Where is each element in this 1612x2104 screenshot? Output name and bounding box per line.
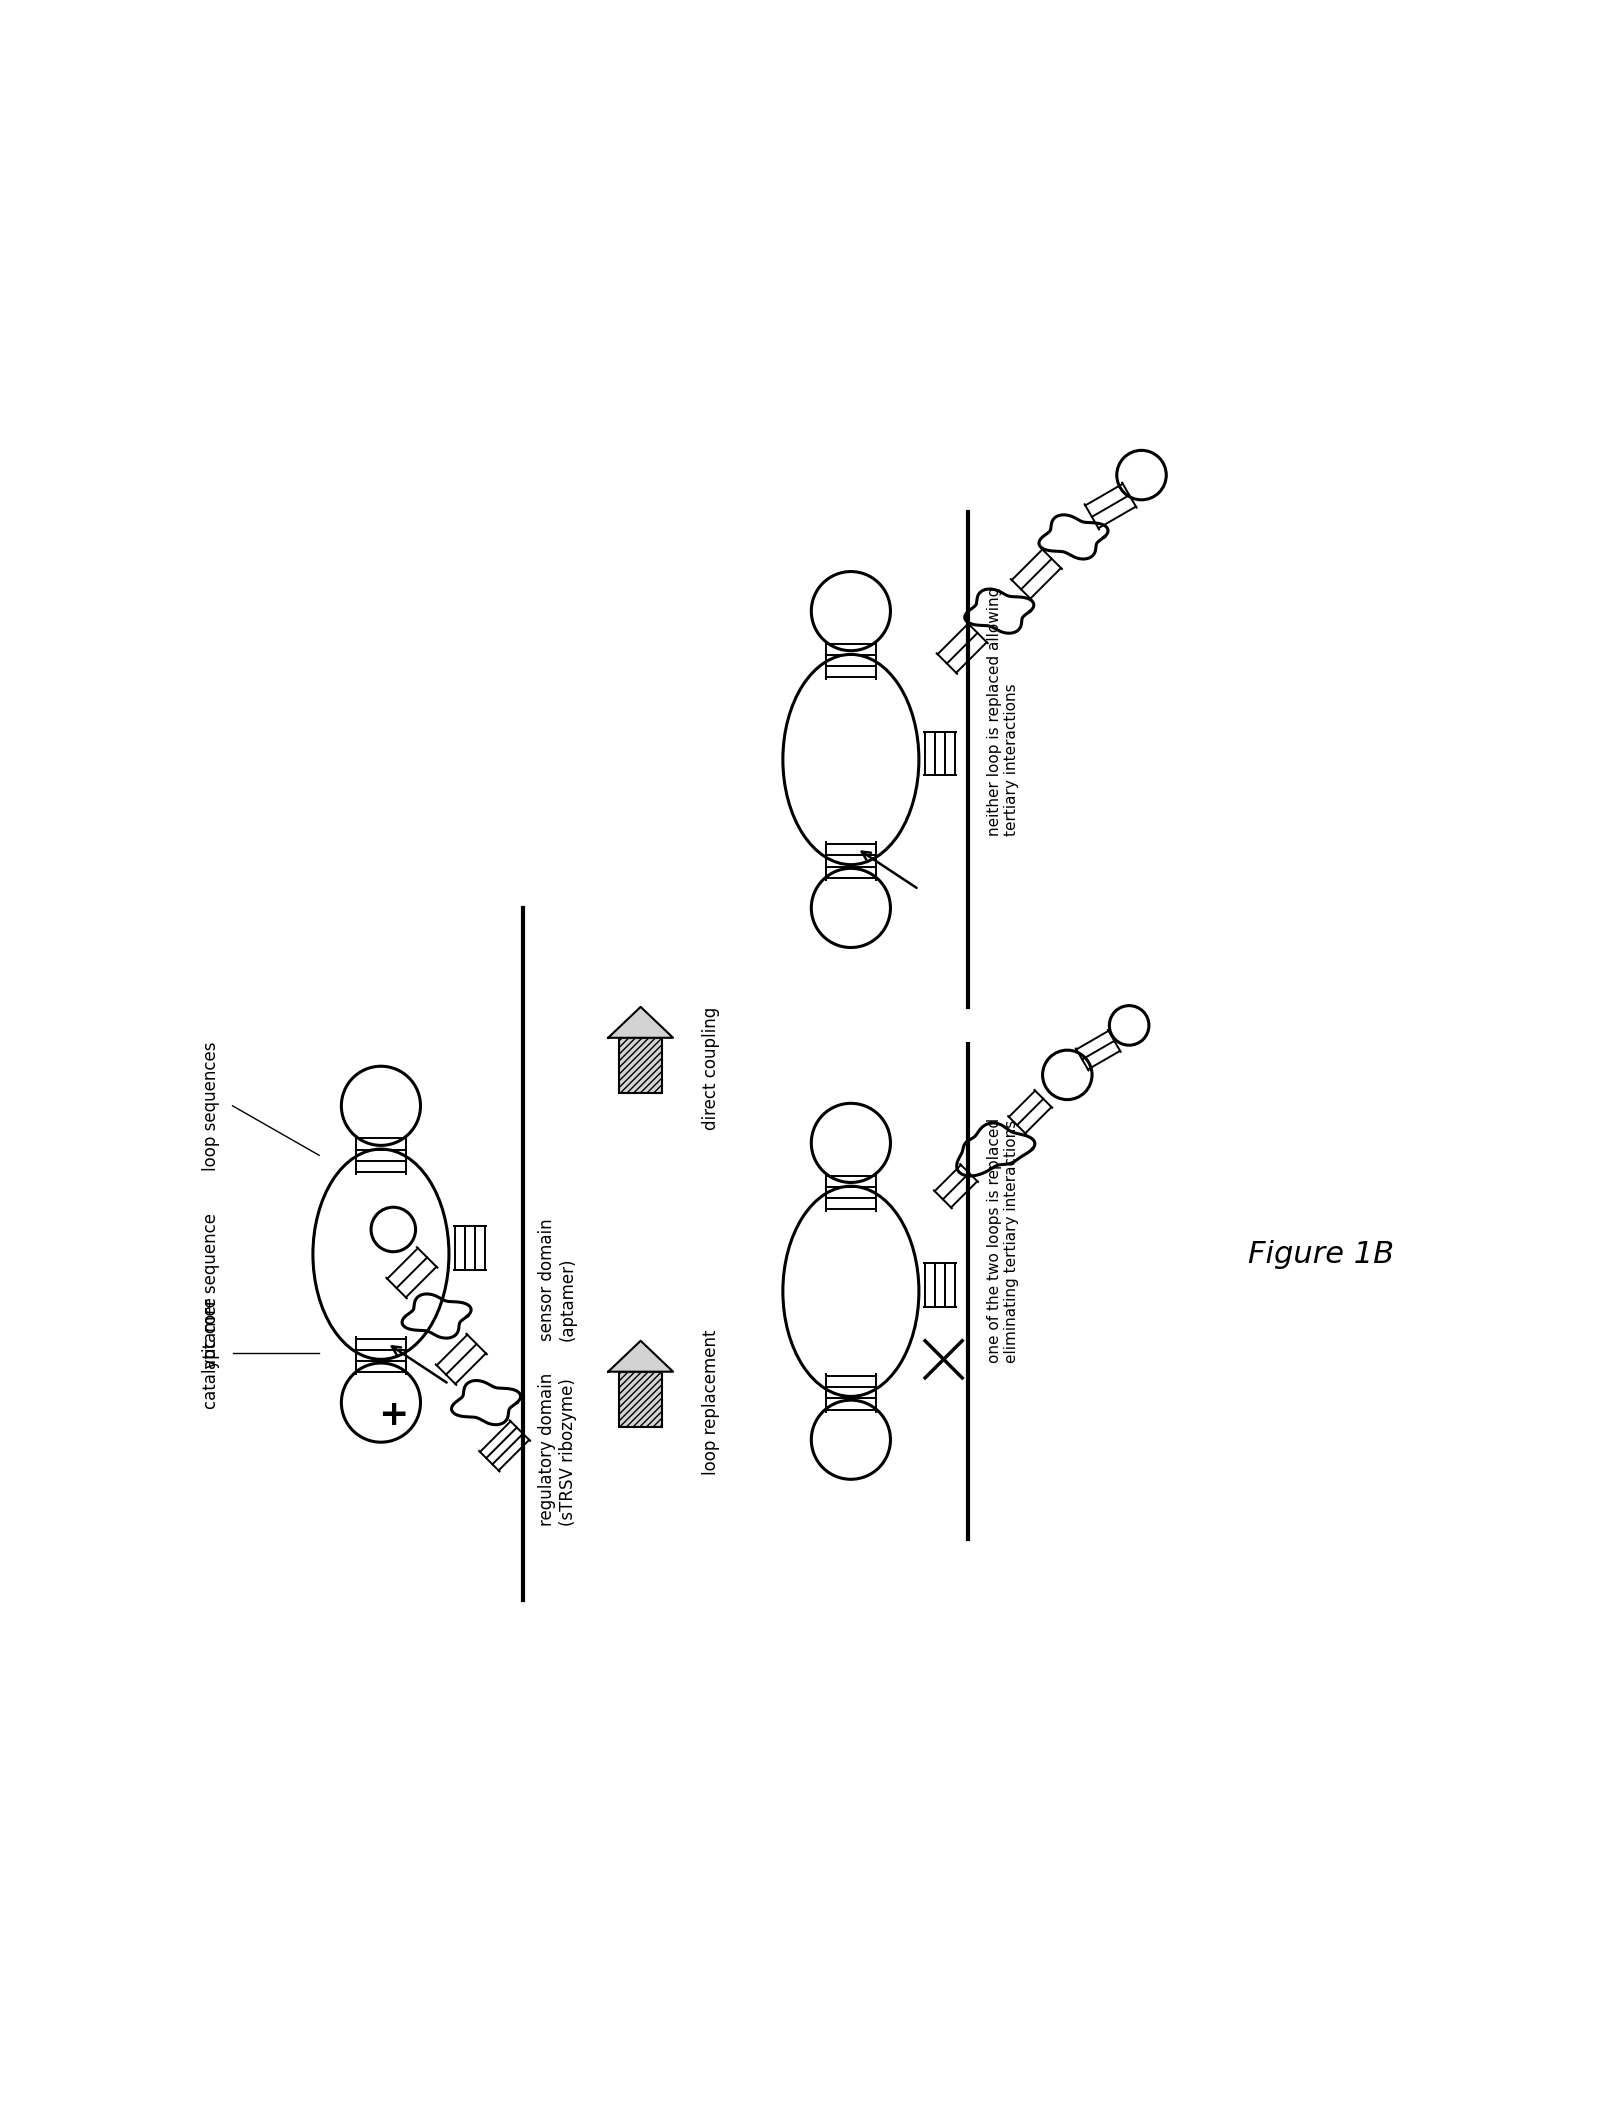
Polygon shape bbox=[608, 1340, 674, 1372]
Bar bbox=[619, 1037, 663, 1094]
Circle shape bbox=[1043, 1050, 1091, 1100]
Polygon shape bbox=[451, 1380, 521, 1424]
Polygon shape bbox=[401, 1294, 471, 1338]
Ellipse shape bbox=[783, 1187, 919, 1397]
Text: neither loop is replaced allowing
tertiary interactions: neither loop is replaced allowing tertia… bbox=[987, 587, 1019, 835]
Text: +: + bbox=[379, 1397, 408, 1433]
Polygon shape bbox=[956, 1124, 1035, 1176]
Text: direct coupling: direct coupling bbox=[703, 1008, 721, 1130]
Ellipse shape bbox=[313, 1149, 450, 1359]
Circle shape bbox=[811, 869, 890, 947]
Text: one of the two loops is replaced
eliminating tertiary interactions: one of the two loops is replaced elimina… bbox=[987, 1117, 1019, 1363]
Text: catalytic core: catalytic core bbox=[202, 1298, 221, 1410]
Text: regulatory domain
(sTRSV ribozyme): regulatory domain (sTRSV ribozyme) bbox=[538, 1374, 577, 1525]
Polygon shape bbox=[1040, 515, 1107, 560]
Bar bbox=[619, 1372, 663, 1427]
Text: loop replacement: loop replacement bbox=[703, 1330, 721, 1475]
Text: sensor domain
(aptamer): sensor domain (aptamer) bbox=[538, 1218, 577, 1340]
Circle shape bbox=[342, 1067, 421, 1145]
Polygon shape bbox=[964, 589, 1033, 633]
Circle shape bbox=[371, 1208, 416, 1252]
Ellipse shape bbox=[783, 654, 919, 865]
Text: Figure 1B: Figure 1B bbox=[1248, 1239, 1394, 1269]
Circle shape bbox=[811, 572, 890, 650]
Text: aptamer sequence: aptamer sequence bbox=[202, 1214, 221, 1370]
Circle shape bbox=[1109, 1006, 1149, 1046]
Polygon shape bbox=[608, 1008, 674, 1037]
Circle shape bbox=[342, 1363, 421, 1441]
Circle shape bbox=[1117, 450, 1165, 501]
Circle shape bbox=[811, 1102, 890, 1182]
Text: loop sequences: loop sequences bbox=[202, 1041, 221, 1170]
Circle shape bbox=[811, 1399, 890, 1479]
